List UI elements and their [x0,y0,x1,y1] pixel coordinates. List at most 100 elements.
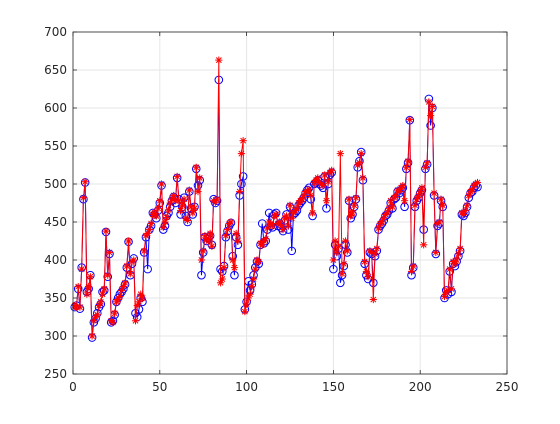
x-tick-label: 250 [496,380,519,394]
data-point [180,195,188,203]
data-point [196,174,204,182]
x-tick-label: 200 [409,380,432,394]
data-point [404,157,412,165]
data-point [204,237,213,245]
data-point [284,222,292,230]
y-tick-label: 650 [44,63,67,77]
data-point [319,181,327,190]
data-point [229,256,237,264]
data-point [194,188,202,196]
data-point [371,250,379,258]
data-point [420,241,428,249]
data-point [213,195,221,203]
data-point [255,257,263,266]
data-point [124,237,133,245]
data-point [197,256,206,264]
data-point [335,242,343,250]
data-point [220,264,228,272]
y-tick-label: 300 [44,329,67,343]
data-point [286,201,294,209]
data-point [215,56,223,64]
data-point [333,248,341,256]
data-point [329,256,337,264]
data-point [121,279,129,287]
data-point [287,246,297,256]
data-point [399,181,407,190]
data-point [373,245,381,253]
x-tick-label: 150 [322,380,345,394]
data-point [232,229,240,237]
data-point [322,204,331,213]
data-point [387,197,395,205]
data-point [79,194,88,202]
data-point [355,159,364,167]
data-point [74,283,82,291]
data-point [88,332,96,340]
data-point [170,191,178,199]
data-point [83,290,91,298]
data-point [163,213,171,222]
data-point [81,178,89,186]
y-tick-label: 250 [44,367,67,381]
data-point [279,226,287,234]
data-point [307,191,315,199]
data-point [324,178,332,186]
data-point [425,98,433,106]
data-point [145,226,153,234]
series-layer [70,56,482,342]
data-point [239,137,247,145]
data-point [272,210,280,218]
data-point [234,237,242,245]
y-tick-label: 700 [44,25,67,39]
data-point [105,248,114,256]
data-point [189,209,197,217]
data-point [251,265,259,273]
data-point [199,247,207,255]
data-point [241,308,249,316]
data-point [185,186,193,194]
data-point [407,267,416,275]
data-point [159,223,167,231]
data-point [437,195,445,203]
data-point [463,201,471,209]
data-point [111,309,119,317]
data-point [206,229,214,237]
data-point [140,247,148,255]
data-point [430,189,438,197]
x-tick-label: 50 [152,380,167,394]
data-point [97,298,105,306]
data-point [183,216,192,225]
y-tick-label: 450 [44,215,67,229]
data-point [277,222,285,230]
data-point [293,204,301,212]
data-point [257,219,267,228]
y-tick-label: 600 [44,101,67,115]
data-point [130,256,138,264]
data-point [392,191,400,199]
data-point [364,273,372,281]
data-point [328,166,336,174]
data-point [173,172,181,180]
data-point [138,294,147,302]
data-point [432,248,440,256]
data-point [435,218,443,226]
data-point [175,197,183,205]
data-point [418,184,426,192]
data-point [197,270,206,280]
data-point [388,203,397,211]
data-point [453,256,461,264]
data-point [131,317,140,325]
data-point [116,292,124,301]
data-point [423,159,431,167]
data-point [156,197,164,205]
data-point [102,227,110,235]
data-point [269,222,277,230]
data-point [237,150,245,158]
y-tick-label: 550 [44,139,67,153]
data-point [308,209,317,217]
data-point [100,285,108,293]
y-tick-label: 400 [44,253,67,267]
data-point [426,121,435,130]
data-point [85,283,93,291]
